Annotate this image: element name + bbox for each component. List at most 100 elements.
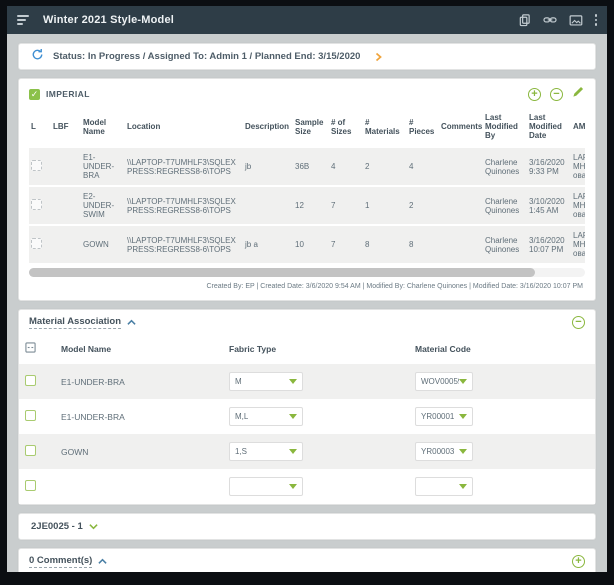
add-comment-icon[interactable]: + [572,555,585,568]
edit-pencil-icon[interactable] [572,85,585,103]
col-last-modified-by: Last Modified By [483,107,527,147]
comments-head: 0 Comment(s) + [19,549,595,572]
dropdown-arrow-icon [289,449,297,454]
col-material-code: Material Code [409,333,595,364]
table-row: GOWN \\LAPTOP-T7UMHLF3\SQLEXPRESS:REGRES… [29,225,585,263]
horizontal-scrollbar[interactable] [29,268,585,277]
row-checkbox[interactable] [25,410,36,421]
col-description: Description [243,107,293,147]
imperial-table: L LBF Model Name Location Description Sa… [29,107,585,263]
cell-fabric-type: M [223,364,409,399]
style-section-panel[interactable]: 2JE0025 - 1 [18,513,596,540]
material-association-panel: Material Association − [18,309,596,505]
top-app-bar: Winter 2021 Style-Model [7,6,607,34]
cell-last-modified-by: Charlene Quinones [485,157,520,176]
remove-row-icon[interactable]: − [550,87,563,101]
col-model-name: Model Name [81,107,125,147]
cell-model-name: E1-UNDER-BRA [83,153,115,180]
material-code-value: YR00003 [421,447,455,456]
cell-location: \\LAPTOP-T7UMHLF3\SQLEXPRESS:REGRESS8-6\… [127,196,236,215]
app-window: Winter 2021 Style-Model Sta [7,6,607,572]
cell-lbf [51,225,81,263]
material-code-dropdown[interactable]: YR00003 [415,442,473,461]
select-all-icon-cell [19,333,55,364]
fabric-type-dropdown[interactable] [229,477,303,496]
chevron-up-icon[interactable] [127,319,136,326]
cell-am-last-modified-by: LAPTOP-T7UMHLF3\Пользоват [573,231,585,258]
cell-num-sizes: 4 [331,162,336,171]
link-icon[interactable] [542,14,557,26]
cell-location: \\LAPTOP-T7UMHLF3\SQLEXPRESS:REGRESS8-6\… [127,235,236,254]
material-code-dropdown[interactable]: YR00001 [415,407,473,426]
fabric-type-dropdown[interactable]: M [229,372,303,391]
status-bar[interactable]: Status: In Progress / Assigned To: Admin… [18,43,596,70]
col-num-sizes: # of Sizes [329,107,363,147]
cell-select [29,186,51,225]
material-association-title: Material Association [29,316,122,329]
col-num-materials: # Materials [363,107,407,147]
material-row: GOWN 1,S YR00003 [19,434,595,469]
material-code-dropdown[interactable]: WOV00059 [415,372,473,391]
cell-am-last-modified-by: LAPTOP-T7UMHLF3\Пользоват [573,153,585,180]
fabric-type-dropdown[interactable]: 1,S [229,442,303,461]
table-row: E2-UNDER-SWIM \\LAPTOP-T7UMHLF3\SQLEXPRE… [29,186,585,225]
scrollbar-thumb[interactable] [29,268,535,277]
cell-material-code: WOV00059 [409,364,595,399]
chevron-up-icon[interactable] [98,558,107,565]
cell-select [19,364,55,399]
material-association-head: Material Association − [19,310,595,333]
material-code-value: YR00001 [421,412,455,421]
row-checkbox[interactable] [25,445,36,456]
cell-num-sizes: 7 [331,240,336,249]
imperial-checkbox-icon[interactable]: ✓ [29,88,40,100]
cell-description: jb a [245,240,258,249]
chevron-down-icon[interactable] [89,523,98,530]
row-checkbox[interactable] [31,160,42,171]
material-row: E1-UNDER-BRA M WOV00059 [19,364,595,399]
dropdown-arrow-icon [289,484,297,489]
cell-last-modified-by: Charlene Quinones [485,196,520,215]
kebab-menu-icon[interactable] [594,14,597,26]
cell-model-name: E1-UNDER-BRA [61,411,125,422]
cell-fabric-type [223,469,409,504]
cell-num-pieces: 2 [409,201,414,210]
col-comments: Comments [439,107,483,147]
row-checkbox[interactable] [31,238,42,249]
cell-description [243,186,293,225]
imperial-table-area: L LBF Model Name Location Description Sa… [19,107,595,300]
row-checkbox[interactable] [25,375,36,386]
select-all-icon[interactable] [25,342,36,355]
comments-title: 0 Comment(s) [29,555,93,568]
refresh-icon[interactable] [31,48,44,66]
cell-model-name: E1-UNDER-BRA [61,376,125,387]
cell-lbf [51,186,81,225]
cell-num-pieces: 4 [409,162,414,171]
cell-fabric-type: 1,S [223,434,409,469]
imperial-actions: + − [528,85,585,103]
fabric-type-dropdown[interactable]: M,L [229,407,303,426]
material-association-table: Model Name Fabric Type Material Code E1-… [19,333,595,504]
hamburger-menu-icon[interactable] [17,15,31,25]
chevron-right-icon[interactable] [375,52,383,62]
record-info-footer: Created By: EP | Created Date: 3/6/2020 … [206,283,583,290]
col-last-modified-date: Last Modified Date [527,107,571,147]
image-screen-icon[interactable] [569,14,583,27]
cell-model-name: GOWN [83,240,109,249]
col-num-pieces: # Pieces [407,107,439,147]
fabric-type-value: 1,S [235,447,248,456]
dropdown-arrow-icon [289,379,297,384]
cell-material-code [409,469,595,504]
cell-last-modified-by: Charlene Quinones [485,235,520,254]
cell-select [19,469,55,504]
row-checkbox[interactable] [31,199,42,210]
material-code-dropdown[interactable] [415,477,473,496]
dropdown-arrow-icon [459,484,467,489]
remove-material-icon[interactable]: − [572,316,585,329]
add-row-icon[interactable]: + [528,87,541,101]
col-location: Location [125,107,243,147]
page-body: Status: In Progress / Assigned To: Admin… [7,34,607,572]
row-checkbox[interactable] [25,480,36,491]
copy-icon[interactable] [518,13,531,27]
cell-material-code: YR00001 [409,399,595,434]
